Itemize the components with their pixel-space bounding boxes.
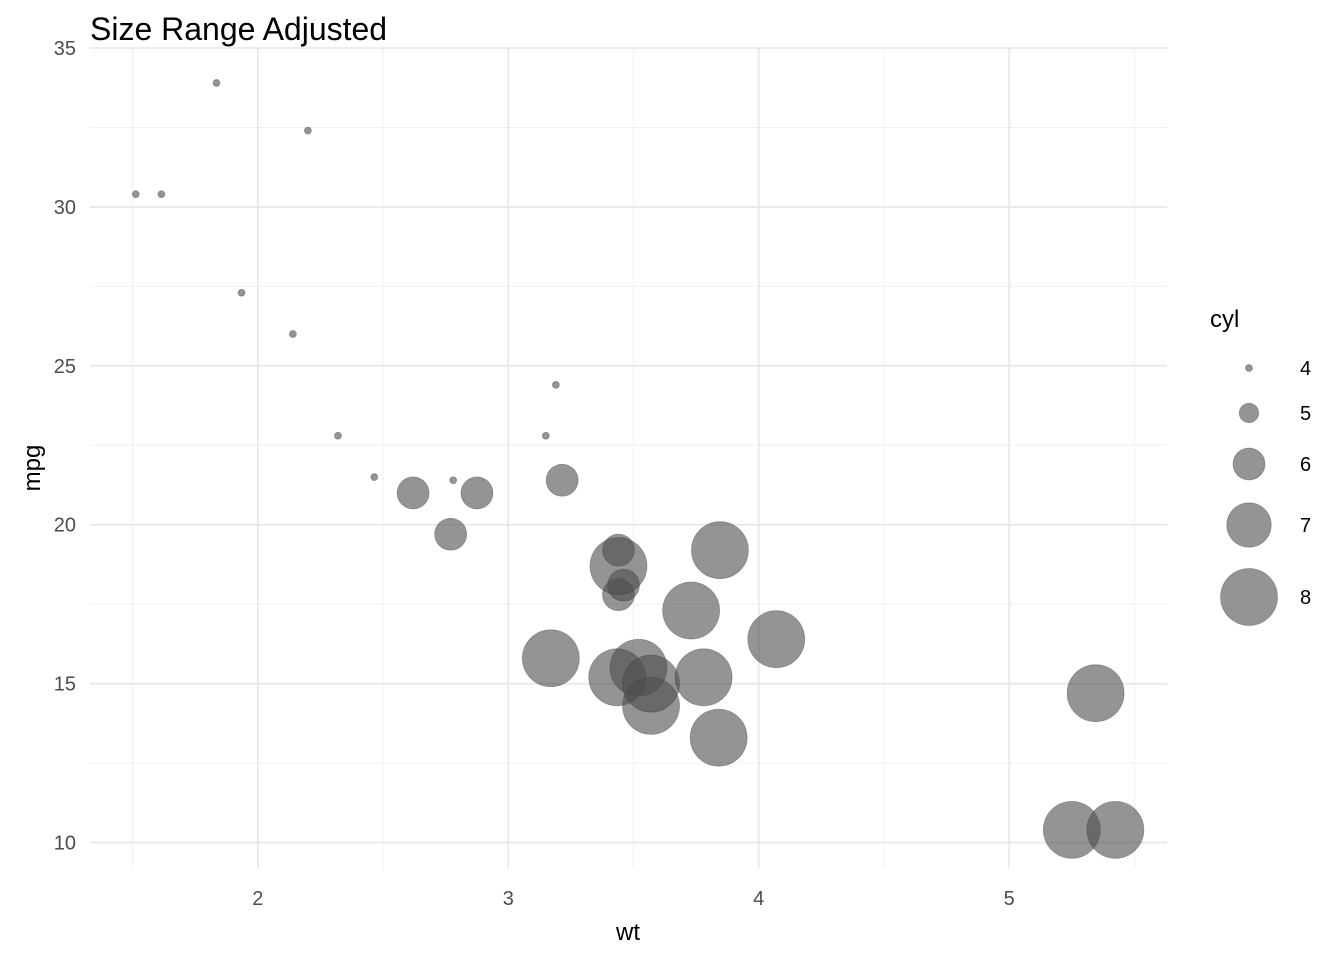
y-tick-label: 15 (54, 674, 76, 696)
data-point (674, 648, 733, 707)
x-tick-label: 5 (1004, 888, 1015, 910)
legend-key (1226, 502, 1272, 548)
data-point (662, 581, 721, 640)
x-axis-ticks: 2 3 4 5 (252, 888, 1015, 910)
legend-label: 8 (1300, 587, 1311, 609)
size-legend: cyl 4 5 6 7 8 (1210, 306, 1311, 626)
y-tick-label: 10 (54, 833, 76, 855)
data-point (288, 330, 297, 338)
legend-label: 6 (1300, 454, 1311, 476)
data-point (370, 473, 379, 481)
data-point (545, 463, 579, 497)
y-tick-label: 35 (54, 38, 76, 60)
legend-label: 4 (1300, 358, 1311, 380)
data-point (551, 380, 560, 389)
legend-title: cyl (1210, 306, 1239, 333)
grid-minor (90, 48, 1167, 868)
data-point (747, 610, 806, 669)
data-point (304, 126, 312, 135)
legend-key (1232, 447, 1266, 481)
legend-key (1245, 364, 1253, 372)
data-point (1066, 664, 1125, 723)
data-point (334, 431, 342, 440)
data-point (589, 537, 648, 595)
data-point (157, 190, 166, 199)
y-axis-ticks: 10 15 20 25 30 35 (54, 38, 76, 855)
y-tick-label: 25 (54, 356, 76, 378)
legend-label: 5 (1300, 403, 1311, 425)
data-point (449, 476, 458, 485)
chart-title: Size Range Adjusted (90, 11, 387, 47)
x-tick-label: 3 (503, 888, 514, 910)
legend-label: 7 (1300, 515, 1311, 537)
data-point (689, 708, 748, 767)
data-point (131, 190, 140, 199)
y-axis-title: mpg (19, 445, 46, 492)
data-point (521, 629, 580, 688)
data-point (691, 521, 749, 580)
data-point (434, 517, 468, 551)
data-point (237, 288, 246, 297)
legend-key (1238, 402, 1260, 424)
y-tick-label: 30 (54, 197, 76, 219)
data-point (460, 476, 494, 510)
legend-key (1220, 568, 1278, 626)
y-tick-label: 20 (54, 515, 76, 537)
data-point (1086, 800, 1145, 859)
x-tick-label: 4 (753, 888, 764, 910)
data-points (131, 79, 1145, 859)
data-point (541, 431, 550, 440)
grid-major (90, 47, 1167, 868)
data-point (622, 654, 680, 713)
data-point (212, 79, 221, 87)
x-tick-label: 2 (252, 888, 263, 910)
x-axis-title: wt (615, 919, 640, 946)
data-point (396, 476, 430, 510)
